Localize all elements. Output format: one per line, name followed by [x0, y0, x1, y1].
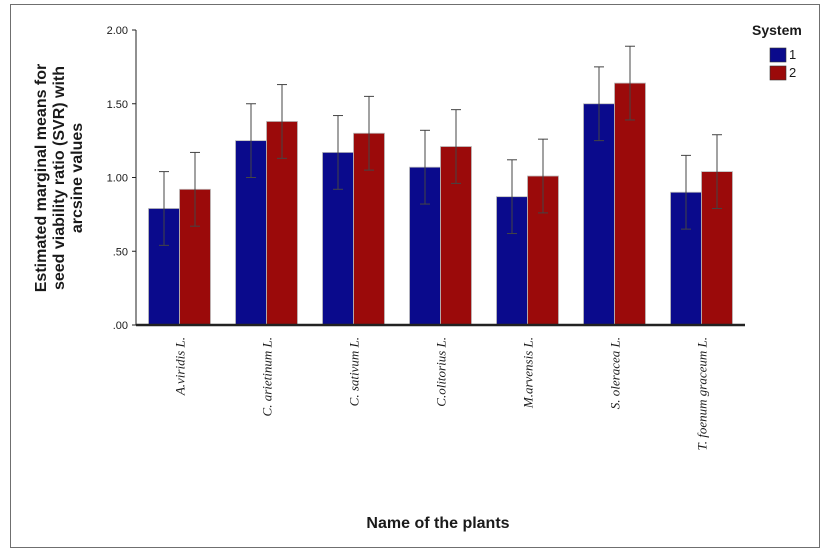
x-axis-label: Name of the plants [366, 515, 509, 532]
y-axis-label: Estimated marginal means for seed viabil… [33, 64, 86, 293]
x-tick-label: C. arietinum L. [260, 337, 275, 416]
legend-swatch-series-1 [769, 47, 787, 63]
bars [148, 82, 733, 326]
y-tick-label: .50 [113, 246, 128, 258]
legend-label-series-2: 2 [789, 65, 796, 80]
y-axis-label-line-2: seed viability ratio (SVR) with [51, 66, 68, 290]
legend-label-series-1: 1 [789, 47, 796, 62]
legend-swatch-series-2 [769, 65, 787, 81]
x-tick-label: M.arvensis L. [521, 337, 536, 409]
y-axis-ticks: .00 .50 1.00 1.50 2.00 [107, 25, 136, 332]
legend-title: System [752, 22, 802, 38]
legend: System 1 2 [752, 22, 802, 81]
y-tick-label: 1.50 [107, 99, 128, 111]
error-bars [159, 45, 722, 246]
y-tick-label: .00 [113, 320, 128, 332]
x-tick-label: C. sativum L. [347, 337, 362, 406]
y-axis-label-line-3: arcsine values [69, 123, 86, 233]
y-tick-label: 1.00 [107, 173, 128, 185]
x-axis-ticks: A.viridis L. C. arietinum L. C. sativum L.… [173, 337, 710, 451]
y-axis-label-line-1: Estimated marginal means for [33, 64, 50, 293]
x-tick-label: A.viridis L. [173, 337, 188, 396]
bar-series-2-5 [614, 82, 646, 326]
y-tick-label: 2.00 [107, 25, 128, 37]
x-tick-label: S. oleracea L. [608, 337, 623, 409]
x-tick-label: T. foenum graceum L. [695, 337, 710, 451]
x-tick-label: C.olitorius L. [434, 337, 449, 407]
